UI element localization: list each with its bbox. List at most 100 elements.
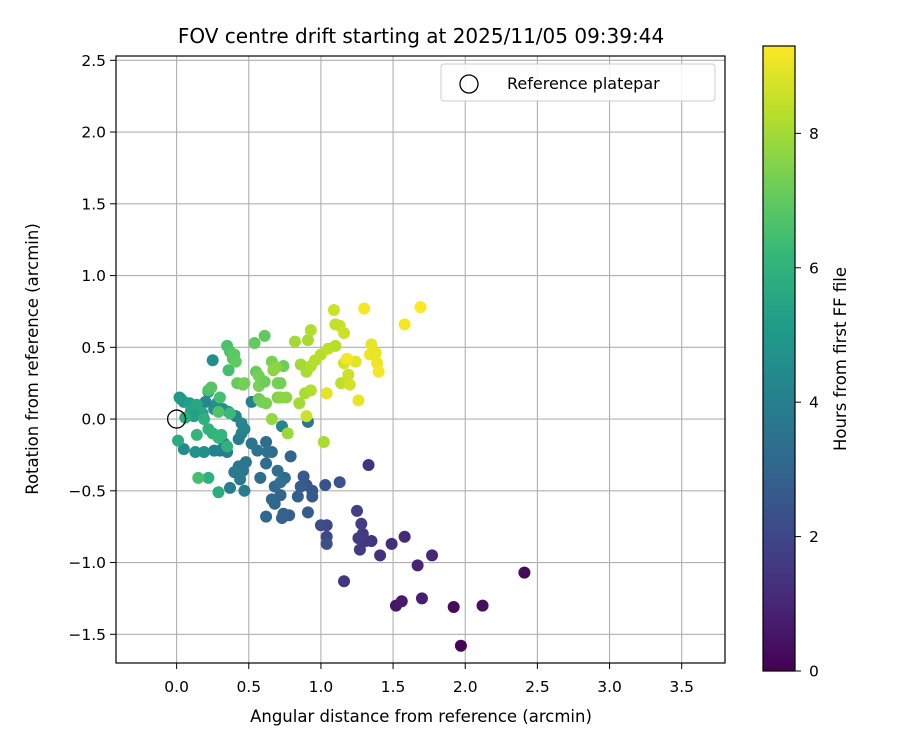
- y-tick-label: −1.0: [68, 554, 106, 572]
- data-point: [265, 493, 278, 506]
- data-point: [213, 391, 226, 404]
- data-point: [369, 347, 382, 360]
- data-point: [454, 639, 467, 652]
- data-point: [353, 543, 366, 556]
- data-point: [258, 375, 271, 388]
- data-point: [352, 532, 365, 545]
- y-tick-label: 1.5: [81, 195, 106, 213]
- data-point: [320, 387, 333, 400]
- data-point: [338, 326, 351, 339]
- data-point: [215, 428, 228, 441]
- data-point: [398, 318, 411, 331]
- data-point: [351, 504, 364, 517]
- data-point: [280, 391, 293, 404]
- data-point: [224, 481, 237, 494]
- y-tick-label: −1.5: [68, 626, 106, 644]
- data-point: [274, 476, 287, 489]
- y-tick-label: 2.5: [81, 52, 106, 70]
- data-point: [358, 302, 371, 315]
- x-tick-label: 1.0: [309, 678, 334, 696]
- x-axis-ticks: 0.0 0.5 1.0 1.5 2.0 2.5 3.0 3.5: [164, 663, 694, 696]
- data-point: [426, 549, 439, 562]
- data-point: [291, 490, 304, 503]
- data-point: [518, 566, 531, 579]
- x-tick-label: 0.0: [164, 678, 189, 696]
- reference-marker: [166, 409, 187, 429]
- data-point: [411, 559, 424, 572]
- data-point: [235, 417, 248, 430]
- data-point: [301, 334, 314, 347]
- data-point: [284, 450, 297, 463]
- data-point: [385, 537, 398, 550]
- x-tick-label: 2.0: [453, 678, 478, 696]
- data-point: [288, 335, 301, 348]
- data-point: [198, 413, 211, 426]
- reference-marker-group: [166, 409, 187, 429]
- data-point: [260, 510, 273, 523]
- data-point: [297, 470, 310, 483]
- data-point: [300, 410, 313, 423]
- y-axis-ticks: −1.5 −1.0 −0.5 0.0 0.5 1.0 1.5 2.0 2.5: [68, 52, 116, 644]
- data-point: [260, 436, 273, 449]
- data-point: [447, 601, 460, 614]
- data-point: [352, 394, 365, 407]
- data-point: [329, 318, 342, 331]
- x-tick-label: 2.5: [525, 678, 550, 696]
- data-point: [238, 377, 251, 390]
- y-tick-label: 2.0: [81, 124, 106, 142]
- colorbar-ticks: 0 2 4 6 8: [795, 125, 819, 681]
- data-point: [212, 405, 225, 418]
- colorbar-label: Hours from first FF file: [831, 267, 850, 451]
- data-point: [190, 428, 203, 441]
- chart-title: FOV centre drift starting at 2025/11/05 …: [178, 24, 664, 48]
- data-point: [271, 464, 284, 477]
- data-point: [202, 471, 215, 484]
- x-tick-label: 3.0: [597, 678, 622, 696]
- data-point: [238, 484, 251, 497]
- data-point: [301, 506, 314, 519]
- data-point: [177, 443, 190, 456]
- data-point: [208, 444, 221, 457]
- data-point: [189, 446, 202, 459]
- colorbar-tick-label: 6: [809, 259, 819, 277]
- data-point: [172, 434, 185, 447]
- data-point: [212, 486, 225, 499]
- data-point: [258, 329, 271, 342]
- y-tick-label: −0.5: [68, 482, 106, 500]
- data-point: [338, 575, 351, 588]
- data-point: [340, 352, 353, 365]
- data-point: [333, 476, 346, 489]
- data-point: [206, 354, 219, 367]
- data-point: [265, 413, 278, 426]
- data-point: [327, 303, 340, 316]
- data-point: [355, 517, 368, 530]
- data-point: [343, 378, 356, 391]
- y-tick-label: 0.0: [81, 411, 106, 429]
- data-point: [320, 537, 333, 550]
- data-point: [329, 339, 342, 352]
- data-point: [314, 519, 327, 532]
- data-point: [260, 457, 273, 470]
- data-point: [281, 427, 294, 440]
- y-axis-label: Rotation from reference (arcmin): [23, 223, 42, 495]
- plot-frame: [115, 55, 726, 664]
- data-point: [317, 436, 330, 449]
- data-point: [294, 480, 307, 493]
- data-point: [248, 336, 261, 349]
- x-axis-label: Angular distance from reference (arcmin): [250, 707, 592, 726]
- data-point: [205, 381, 218, 394]
- data-point: [254, 471, 267, 484]
- legend-entry-reference: Reference platepar: [507, 74, 660, 93]
- y-tick-label: 1.0: [81, 267, 106, 285]
- data-point: [374, 549, 387, 562]
- colorbar-tick-label: 8: [809, 125, 819, 143]
- data-point: [398, 530, 411, 543]
- data-point: [224, 407, 237, 420]
- colorbar-tick-label: 2: [809, 528, 819, 546]
- legend-reference-marker: [459, 74, 479, 94]
- data-point: [304, 384, 317, 397]
- data-point: [415, 592, 428, 605]
- data-point: [229, 355, 242, 368]
- grid-lines: [116, 56, 725, 663]
